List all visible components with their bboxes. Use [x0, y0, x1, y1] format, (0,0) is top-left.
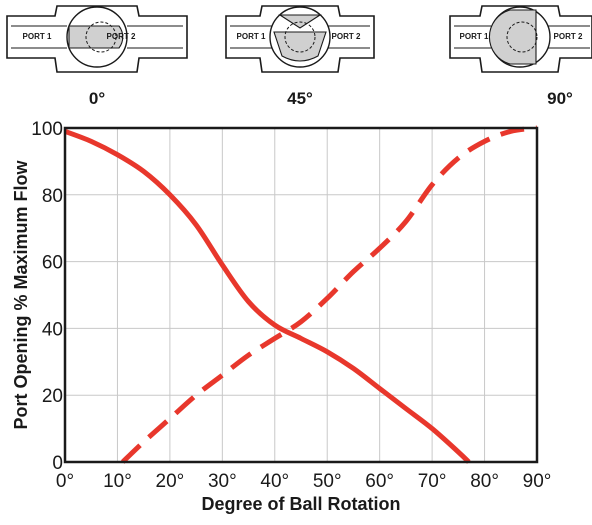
ball-bore-fill: [488, 9, 537, 65]
ball-inner-circle: [85, 21, 117, 53]
plot-frame: [63, 126, 539, 464]
x-tick-label: 70°: [418, 471, 447, 492]
port-1-label: PORT 1: [237, 32, 266, 41]
valve-angle-label-0: 0°: [89, 89, 105, 108]
y-tick-label: 20: [42, 386, 63, 407]
y-tick-label: 40: [42, 319, 63, 340]
port-2-label: PORT 2: [554, 32, 583, 41]
valve-angle-label-90: 90°: [547, 89, 573, 108]
ball-bore-fill-bottom: [273, 31, 327, 62]
x-tick-label: 10°: [103, 471, 132, 492]
ball-inner-circle: [506, 21, 538, 53]
x-tick-label: 80°: [470, 471, 499, 492]
plot-area: 0° 10° 20° 30° 40° 50° 60° 70° 80° 90° 0 20 40 60 80 1…: [31, 119, 551, 492]
x-tick-label: 40°: [260, 471, 289, 492]
x-axis-title: Degree of Ball Rotation: [201, 494, 400, 514]
valve-diagram-0: PORT 1 PORT 2: [6, 5, 188, 73]
port-1-label: PORT 1: [460, 32, 489, 41]
y-tick-label: 80: [42, 186, 63, 207]
y-axis-title: Port Opening % Maximum Flow: [11, 159, 31, 429]
x-tick-label: 0°: [56, 471, 74, 492]
x-tick-label: 90°: [523, 471, 552, 492]
port-2-label: PORT 2: [332, 32, 361, 41]
port-1-label: PORT 1: [23, 32, 52, 41]
valve-diagram-45: PORT 1 PORT 2: [225, 5, 375, 73]
y-tick-label: 0: [52, 453, 63, 474]
ball-inner-circle: [284, 21, 316, 53]
ball-bore-fill: [68, 25, 124, 49]
x-tick-label: 30°: [208, 471, 237, 492]
x-tick-label: 20°: [156, 471, 185, 492]
y-tick-label: 60: [42, 253, 63, 274]
series-line-dashed: [120, 125, 538, 464]
x-tick-label: 50°: [313, 471, 342, 492]
valve-diagram-90: PORT 1 PORT 2: [449, 5, 592, 73]
series-line-solid: [64, 129, 471, 464]
port-2-label: PORT 2: [107, 32, 136, 41]
valve-angle-label-45: 45°: [287, 89, 313, 108]
y-tick-labels: 0 20 40 60 80 100: [31, 119, 63, 474]
grid-lines: [64, 127, 538, 463]
x-tick-label: 60°: [365, 471, 394, 492]
x-tick-labels: 0° 10° 20° 30° 40° 50° 60° 70° 80° 90°: [56, 471, 551, 492]
y-tick-label: 100: [31, 119, 63, 140]
series-layer: [64, 125, 538, 464]
